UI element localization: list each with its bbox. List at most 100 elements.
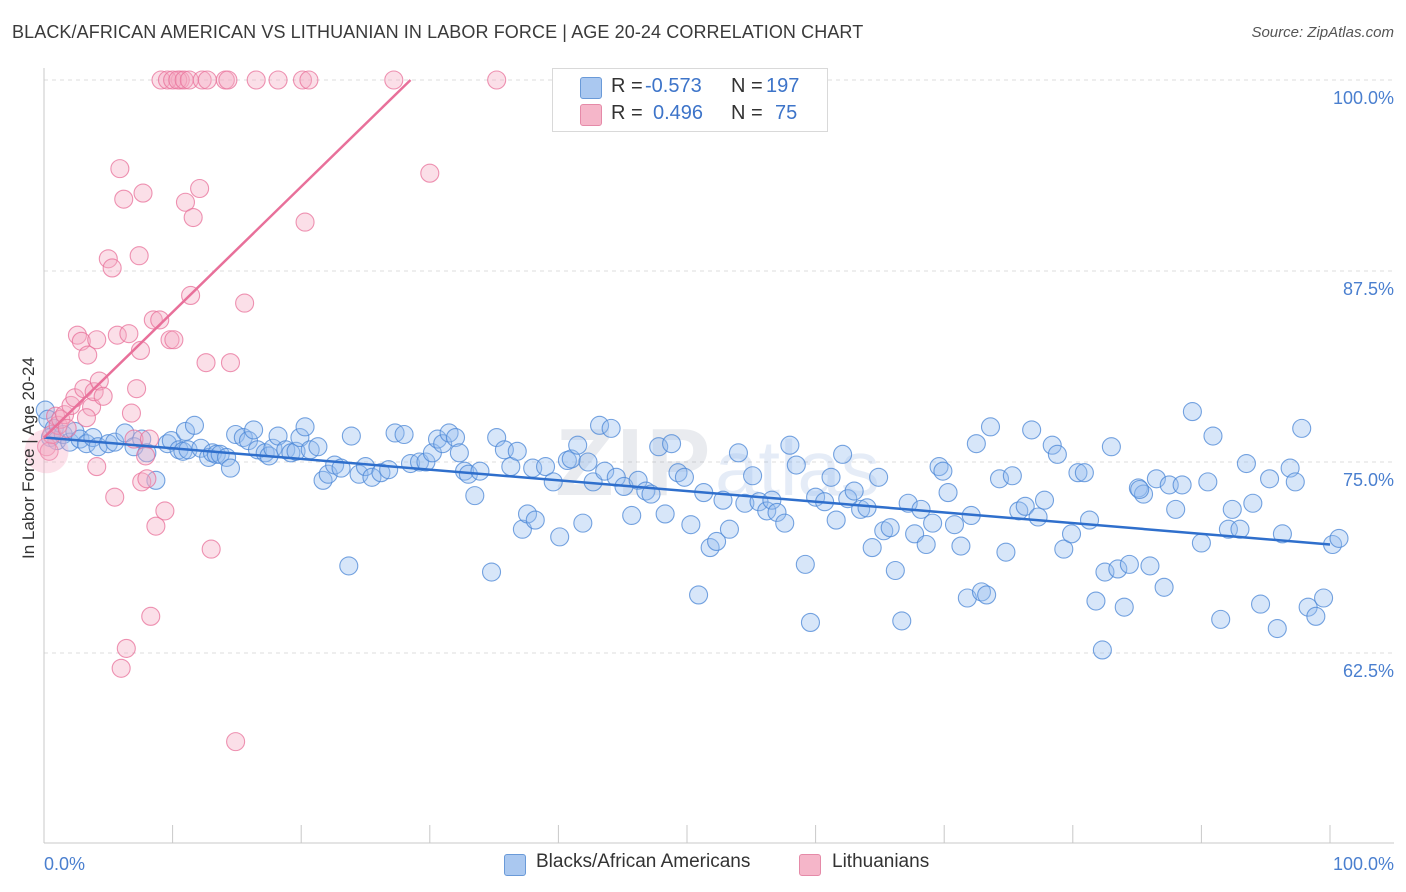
blacks-point: [362, 467, 382, 487]
lithuanians-point: [114, 189, 134, 209]
blacks-point: [1015, 496, 1035, 516]
blacks-point: [1086, 591, 1106, 611]
blacks-point: [1128, 478, 1148, 498]
blacks-point: [916, 534, 936, 555]
blacks-point: [1114, 597, 1134, 617]
blacks-point: [394, 424, 414, 445]
lithuanians-point: [143, 310, 163, 330]
blacks-point: [944, 515, 965, 535]
lithuanians-point: [87, 330, 107, 350]
blacks-point: [517, 504, 538, 524]
lithuanians-point: [89, 371, 109, 391]
blacks-point: [780, 435, 800, 455]
blacks-point: [743, 466, 763, 486]
blacks-point: [1108, 559, 1128, 579]
blacks-point: [1292, 418, 1312, 438]
blacks-point: [980, 417, 1001, 437]
blacks-point: [512, 519, 532, 539]
lithuanians-point: [105, 487, 125, 507]
blacks-point: [1260, 469, 1280, 489]
blacks-point: [628, 470, 648, 490]
blacks-point: [1203, 426, 1223, 446]
blacks-point: [481, 562, 502, 582]
blacks-point: [1140, 556, 1160, 576]
blacks-point: [1119, 554, 1139, 574]
lithuanians-point: [121, 403, 141, 423]
blacks-point: [1198, 472, 1218, 492]
legend-n-label: N =: [731, 102, 763, 124]
blacks-point: [535, 457, 556, 477]
svg-text:ZIP: ZIP: [555, 409, 713, 516]
lithuanians-point: [150, 310, 170, 330]
blacks-point: [1243, 493, 1263, 513]
series-lithuanians: [24, 70, 507, 752]
blacks-point: [184, 415, 205, 435]
blacks-point: [622, 505, 642, 526]
blacks-point: [869, 467, 889, 487]
blacks-point: [1306, 606, 1326, 626]
blacks-point: [1211, 609, 1231, 629]
blacks-point: [885, 560, 905, 581]
lithuanians-point: [39, 441, 59, 461]
lithuanians-point: [110, 159, 130, 179]
blacks-point: [445, 428, 466, 448]
blacks-point: [601, 418, 621, 438]
lithuanians-point: [102, 258, 122, 278]
y-tick-label: 100.0%: [1333, 88, 1394, 108]
blacks-point: [762, 490, 782, 510]
blacks-point: [313, 470, 333, 490]
legend-r-value: 0.496: [653, 102, 704, 124]
blacks-point: [1154, 577, 1174, 597]
lithuanians-point: [111, 658, 131, 678]
blacks-point: [1236, 453, 1256, 474]
legend-swatch-blue: [580, 77, 602, 99]
blacks-point: [1166, 499, 1186, 519]
lithuanians-point: [137, 469, 157, 489]
chart-title: BLACK/AFRICAN AMERICAN VS LITHUANIAN IN …: [12, 22, 864, 42]
lithuanians-point: [57, 418, 77, 438]
blacks-point: [573, 513, 593, 533]
blacks-point: [1002, 466, 1022, 486]
lithuanians-point: [420, 163, 440, 183]
blacks-point: [1191, 533, 1211, 553]
blacks-point: [728, 443, 748, 463]
legend-r-label: R =: [611, 75, 643, 97]
legend-n-label: N =: [731, 75, 763, 97]
blacks-point: [379, 460, 399, 480]
bottom-legend-swatch-pink: [799, 854, 821, 876]
blacks-point: [681, 515, 701, 535]
blacks-point: [295, 417, 315, 437]
blacks-point: [821, 467, 841, 487]
lithuanians-point: [197, 70, 217, 90]
blacks-point: [892, 611, 912, 631]
x-tick-label: 100.0%: [1333, 854, 1394, 874]
blacks-point: [1022, 420, 1042, 440]
lithuanians-point: [295, 212, 315, 232]
blacks-point: [590, 415, 610, 435]
blacks-point: [862, 538, 882, 558]
lithuanians-point: [183, 207, 203, 228]
blacks-point: [290, 428, 310, 448]
chart-source: Source: ZipAtlas.com: [1251, 24, 1394, 41]
x-tick-label: 0.0%: [44, 854, 85, 874]
blacks-point: [595, 461, 615, 481]
legend-r-value: -0.573: [645, 75, 702, 97]
blacks-point: [923, 513, 943, 533]
lithuanians-point: [292, 70, 313, 90]
lithuanians-point: [130, 340, 150, 361]
blacks-point: [1218, 519, 1238, 539]
blacks-point: [938, 483, 958, 503]
blacks-point: [1028, 507, 1048, 527]
lithuanians-point: [157, 70, 178, 90]
blacks-point: [957, 588, 977, 608]
blacks-point: [1314, 588, 1334, 608]
x-tick-labels: 0.0% 100.0%: [44, 854, 1394, 874]
blacks-point: [1285, 472, 1305, 492]
lithuanians-point: [164, 330, 184, 350]
blacks-point: [487, 428, 507, 448]
blacks-point: [1079, 510, 1100, 530]
blacks-point: [1061, 524, 1082, 544]
y-tick-label: 87.5%: [1343, 279, 1394, 299]
legend-n-value: 75: [775, 102, 798, 124]
blacks-point: [220, 458, 241, 478]
